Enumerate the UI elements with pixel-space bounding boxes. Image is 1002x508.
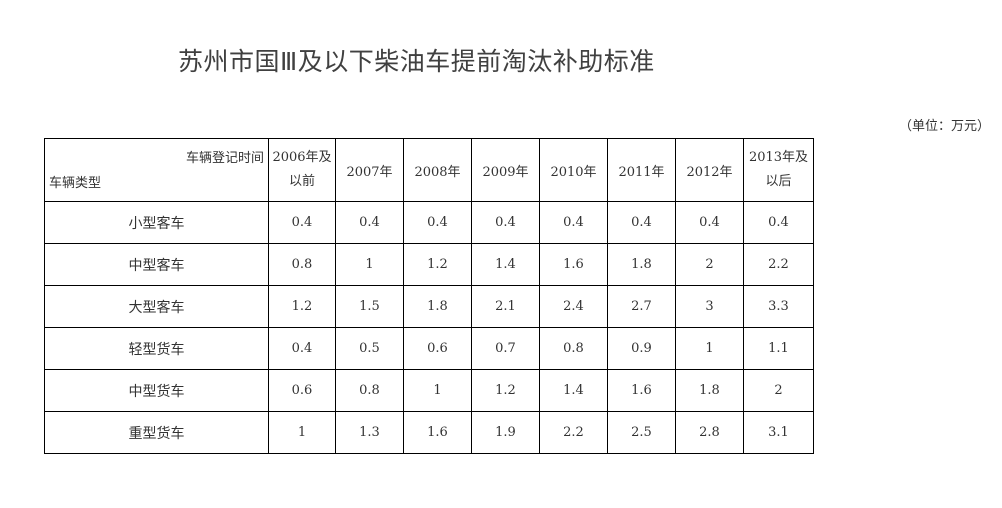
value-cell: 0.4 [268, 327, 336, 370]
column-header-line1: 2008年 [414, 164, 461, 180]
value-cell: 1.6 [607, 369, 676, 412]
value-cell: 0.8 [268, 243, 336, 286]
value-cell: 1.5 [335, 285, 404, 328]
table-row: 小型客车 0.4 0.4 0.4 0.4 0.4 0.4 0.4 0.4 [44, 201, 814, 244]
value-cell: 1.1 [743, 327, 814, 370]
column-header-line1: 2007年 [346, 164, 393, 180]
value-cell: 2.7 [607, 285, 676, 328]
value-cell: 1 [268, 411, 336, 454]
value-cell: 0.4 [403, 201, 472, 244]
value-cell: 2.1 [471, 285, 540, 328]
vehicle-type-cell: 小型客车 [44, 201, 269, 244]
value-cell: 1.4 [471, 243, 540, 286]
value-cell: 2.5 [607, 411, 676, 454]
vehicle-type-label: 车辆类型 [49, 176, 102, 191]
value-cell: 1.2 [471, 369, 540, 412]
vehicle-type-cell: 轻型货车 [44, 327, 269, 370]
value-cell: 1.6 [539, 243, 608, 286]
page-title: 苏州市国Ⅲ及以下柴油车提前淘汰补助标准 [178, 47, 655, 76]
value-cell: 3.1 [743, 411, 814, 454]
value-cell: 1.8 [675, 369, 744, 412]
column-header: 2009年 [471, 138, 540, 202]
value-cell: 2.4 [539, 285, 608, 328]
value-cell: 0.4 [268, 201, 336, 244]
column-header: 2010年 [539, 138, 608, 202]
value-cell: 0.6 [268, 369, 336, 412]
value-cell: 1.9 [471, 411, 540, 454]
value-cell: 2.2 [539, 411, 608, 454]
value-cell: 0.6 [403, 327, 472, 370]
table-header-row: 车辆登记时间 车辆类型 2006年及 以前 2007年 2008年 2009年 2… [44, 138, 814, 202]
unit-note: （单位：万元） [898, 119, 990, 134]
value-cell: 1.8 [403, 285, 472, 328]
value-cell: 2.2 [743, 243, 814, 286]
column-header: 2006年及 以前 [268, 138, 336, 202]
vehicle-type-cell: 重型货车 [44, 411, 269, 454]
column-header-line1: 2011年 [618, 164, 665, 180]
value-cell: 0.4 [539, 201, 608, 244]
value-cell: 3.3 [743, 285, 814, 328]
value-cell: 1.6 [403, 411, 472, 454]
column-header-line2: 以前 [288, 174, 315, 189]
vehicle-type-cell: 中型货车 [44, 369, 269, 412]
value-cell: 1.3 [335, 411, 404, 454]
column-header-line1: 2006年及 [272, 150, 332, 165]
value-cell: 1 [403, 369, 472, 412]
table-row: 中型货车 0.6 0.8 1 1.2 1.4 1.6 1.8 2 [44, 369, 814, 412]
value-cell: 0.9 [607, 327, 676, 370]
value-cell: 0.7 [471, 327, 540, 370]
column-header-line1: 2012年 [686, 164, 733, 180]
value-cell: 0.4 [675, 201, 744, 244]
subsidy-table: 车辆登记时间 车辆类型 2006年及 以前 2007年 2008年 2009年 2… [44, 138, 814, 454]
value-cell: 0.4 [471, 201, 540, 244]
table-row: 大型客车 1.2 1.5 1.8 2.1 2.4 2.7 3 3.3 [44, 285, 814, 328]
value-cell: 0.8 [335, 369, 404, 412]
value-cell: 3 [675, 285, 744, 328]
value-cell: 1.2 [268, 285, 336, 328]
value-cell: 1.8 [607, 243, 676, 286]
value-cell: 0.8 [539, 327, 608, 370]
value-cell: 2.8 [675, 411, 744, 454]
column-header-line1: 2009年 [482, 164, 529, 180]
value-cell: 0.5 [335, 327, 404, 370]
value-cell: 1 [335, 243, 404, 286]
vehicle-type-cell: 中型客车 [44, 243, 269, 286]
value-cell: 0.4 [743, 201, 814, 244]
value-cell: 1 [675, 327, 744, 370]
value-cell: 0.4 [335, 201, 404, 244]
column-header: 2011年 [607, 138, 676, 202]
table-row: 中型客车 0.8 1 1.2 1.4 1.6 1.8 2 2.2 [44, 243, 814, 286]
vehicle-type-cell: 大型客车 [44, 285, 269, 328]
table-row: 重型货车 1 1.3 1.6 1.9 2.2 2.5 2.8 3.1 [44, 411, 814, 454]
corner-header-cell: 车辆登记时间 车辆类型 [44, 138, 269, 202]
column-header: 2013年及 以后 [743, 138, 814, 202]
value-cell: 1.2 [403, 243, 472, 286]
value-cell: 2 [743, 369, 814, 412]
value-cell: 1.4 [539, 369, 608, 412]
column-header: 2008年 [403, 138, 472, 202]
column-header-line1: 2013年及 [748, 150, 809, 165]
column-header-line1: 2010年 [550, 164, 597, 180]
table-row: 轻型货车 0.4 0.5 0.6 0.7 0.8 0.9 1 1.1 [44, 327, 814, 370]
value-cell: 0.4 [607, 201, 676, 244]
value-cell: 2 [675, 243, 744, 286]
registration-time-label: 车辆登记时间 [185, 151, 264, 166]
column-header-line2: 以后 [765, 174, 792, 189]
column-header: 2007年 [335, 138, 404, 202]
column-header: 2012年 [675, 138, 744, 202]
